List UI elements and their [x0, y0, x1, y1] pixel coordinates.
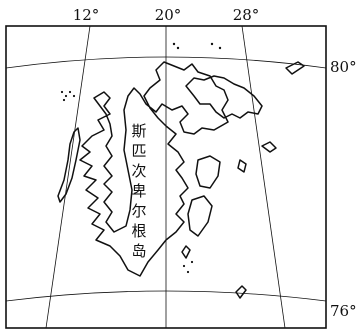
east-small-island-1	[261, 141, 277, 153]
meridian-28	[241, 25, 286, 329]
svg-text:匹: 匹	[131, 142, 146, 160]
barentsoya	[195, 155, 221, 189]
prins-karls-forland	[57, 127, 81, 203]
lon-label-20: 20°	[155, 6, 182, 24]
small-island-dots	[60, 42, 222, 274]
place-name-spitsbergen: 斯 匹 次 卑 尔 根 岛	[131, 122, 146, 260]
svg-text:尔: 尔	[131, 202, 146, 220]
east-small-island-2	[237, 159, 247, 173]
edgeoya	[187, 195, 213, 237]
lon-label-12: 12°	[73, 6, 100, 24]
hopen-island	[181, 245, 191, 259]
spitsbergen-coastline	[79, 61, 229, 277]
south-small-island	[235, 285, 247, 299]
meridian-12	[45, 25, 91, 329]
lon-label-28: 28°	[233, 6, 260, 24]
lat-label-80: 80°	[330, 58, 357, 76]
svg-text:卑: 卑	[131, 182, 146, 200]
lat-label-76: 76°	[330, 302, 357, 320]
svg-text:根: 根	[131, 222, 146, 240]
svg-text:次: 次	[131, 162, 146, 180]
svg-text:斯: 斯	[131, 122, 146, 140]
nordaustlandet-coastline	[185, 75, 263, 119]
kvitoya-island	[285, 61, 305, 75]
svg-text:岛: 岛	[131, 242, 146, 260]
